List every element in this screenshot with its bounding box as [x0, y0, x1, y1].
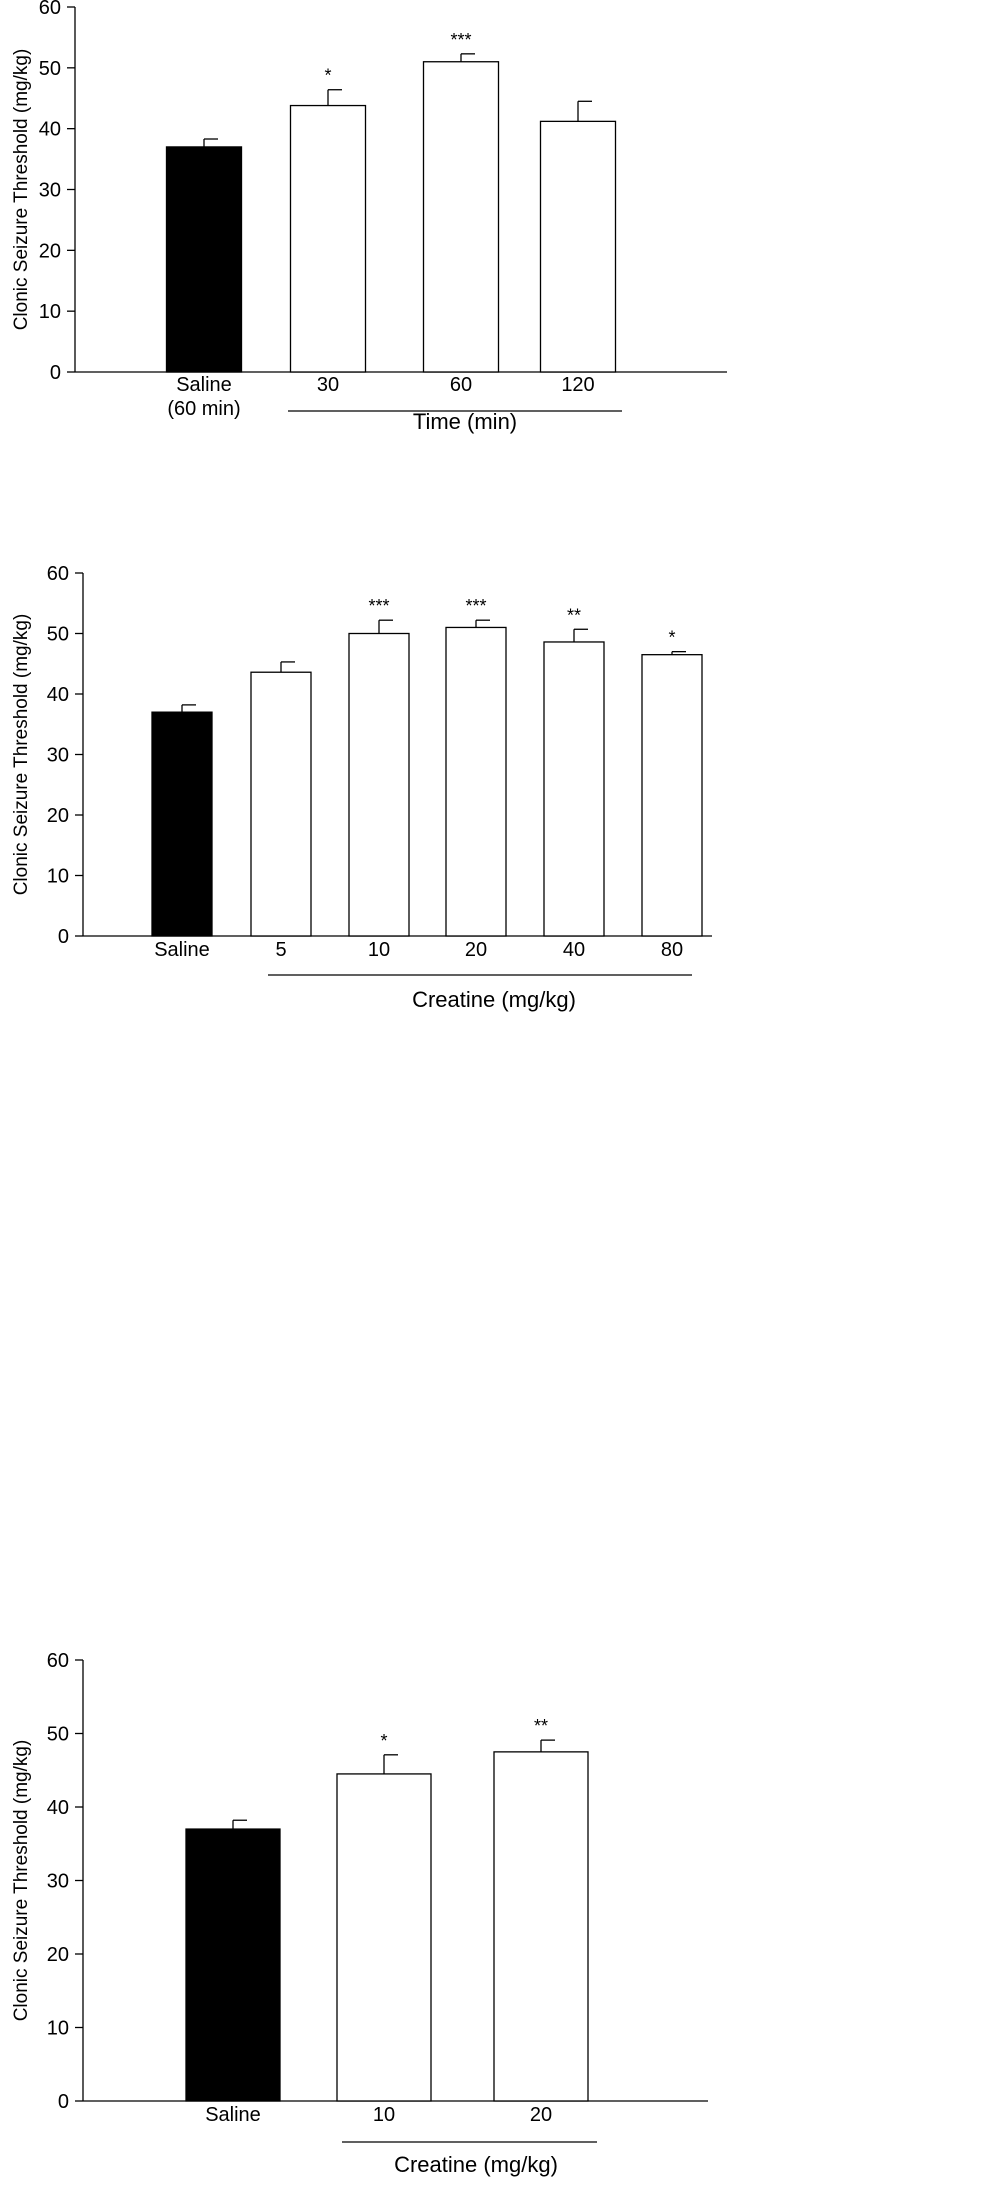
y-tick-label: 30	[47, 1871, 69, 1893]
y-tick-label: 50	[47, 624, 69, 646]
y-tick-label: 10	[39, 301, 61, 323]
x-category-label: Saline	[154, 939, 210, 961]
bar	[539, 120, 617, 373]
y-tick-label: 30	[47, 745, 69, 767]
bar	[543, 641, 605, 937]
bar	[348, 632, 410, 937]
y-axis-label: Clonic Seizure Threshold (mg/kg)	[11, 49, 32, 331]
y-tick-label: 0	[58, 926, 69, 948]
y-axis-label: Clonic Seizure Threshold (mg/kg)	[11, 1740, 32, 2022]
chart-creatine-dose-response: 0 10 20 30 40 50 60 Clonic Seizure Threshold (m…	[11, 563, 712, 1012]
x-category-label: 40	[563, 939, 585, 961]
y-tick-label: 30	[39, 180, 61, 202]
bar	[250, 671, 312, 937]
y-tick-label: 40	[47, 1797, 69, 1819]
chart-creatine-low-dose: 0 10 20 30 40 50 60 Clonic Seizure Threshold (m…	[11, 1650, 708, 2177]
y-axis-label: Clonic Seizure Threshold (mg/kg)	[11, 614, 32, 896]
y-tick-label: 60	[47, 1650, 69, 1672]
significance-marker: **	[567, 605, 581, 625]
y-tick-label: 0	[50, 362, 61, 384]
y-tick-label: 20	[47, 1944, 69, 1966]
significance-marker: ***	[368, 596, 389, 616]
y-tick-label: 10	[47, 866, 69, 888]
bar	[151, 711, 213, 937]
significance-marker: ***	[450, 30, 471, 50]
x-category-label: Saline	[205, 2104, 261, 2126]
y-tick-label: 10	[47, 2018, 69, 2040]
x-category-label: 60	[450, 374, 472, 396]
bar	[185, 1828, 281, 2102]
x-group-label: Time (min)	[413, 409, 517, 434]
bar	[493, 1751, 589, 2102]
x-category-label: 20	[530, 2104, 552, 2126]
y-tick-label: 20	[39, 240, 61, 262]
significance-marker: ***	[465, 596, 486, 616]
bar	[165, 146, 243, 373]
y-tick-label: 50	[39, 58, 61, 80]
significance-marker: *	[668, 628, 675, 648]
x-group-label: Creatine (mg/kg)	[412, 987, 576, 1012]
y-tick-label: 60	[39, 0, 61, 19]
x-group-label: Creatine (mg/kg)	[394, 2152, 558, 2177]
significance-marker: **	[534, 1716, 548, 1736]
x-category-label: 10	[368, 939, 390, 961]
bar	[336, 1773, 432, 2102]
y-tick-label: 50	[47, 1724, 69, 1746]
bar	[641, 654, 703, 937]
x-category-label: 30	[317, 374, 339, 396]
y-tick-label: 0	[58, 2091, 69, 2113]
bar	[422, 61, 500, 373]
bar	[445, 626, 507, 937]
y-tick-label: 20	[47, 805, 69, 827]
x-category-label: 80	[661, 939, 683, 961]
significance-marker: *	[324, 66, 331, 86]
x-category-label: 120	[561, 374, 594, 396]
x-category-label: Saline (60 min)	[167, 374, 240, 420]
significance-marker: *	[380, 1731, 387, 1751]
chart-time-course: 0 10 20 30 40 50 60 Clonic Seizure Threshold (m…	[11, 0, 727, 434]
y-tick-label: 40	[39, 119, 61, 141]
x-category-label: 5	[275, 939, 286, 961]
y-tick-label: 40	[47, 684, 69, 706]
x-category-label: 20	[465, 939, 487, 961]
x-category-label: 10	[373, 2104, 395, 2126]
y-tick-label: 60	[47, 563, 69, 585]
bar	[289, 104, 367, 373]
